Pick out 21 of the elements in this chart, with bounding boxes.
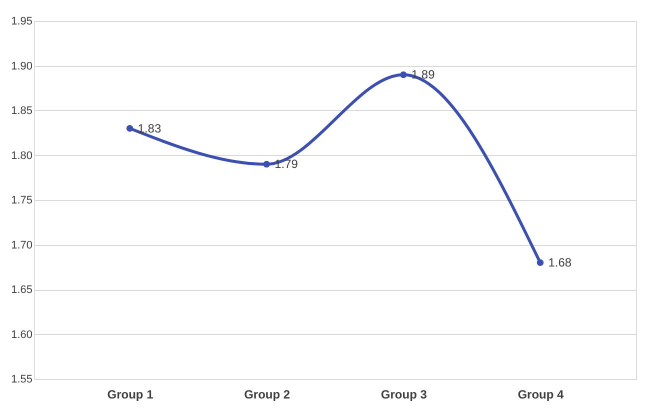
- y-tick-label: 1.90: [11, 60, 32, 72]
- point: [536, 259, 544, 266]
- x-tick-label: Group 2: [244, 388, 290, 402]
- point: [263, 160, 270, 168]
- y-tick-label: 1.55: [11, 374, 32, 386]
- x-tick-label: Group 1: [107, 388, 154, 402]
- x-tick-label: Group 3: [380, 388, 428, 402]
- y-tick-label: 1.75: [11, 194, 32, 206]
- y-tick-label: 1.70: [11, 239, 32, 252]
- y-tick-label: 1.60: [11, 328, 32, 341]
- y-tick-label: 1.65: [11, 284, 32, 296]
- point: [126, 125, 134, 132]
- data-label: 1.68: [548, 256, 572, 270]
- data-label: 1.83: [138, 121, 162, 136]
- data-label: 1.79: [274, 157, 298, 172]
- y-tick-label: 1.80: [11, 150, 32, 162]
- data-label: 1.89: [411, 68, 436, 82]
- point: [400, 71, 407, 78]
- y-tick-label: 1.95: [11, 16, 32, 28]
- y-tick-label: 1.85: [11, 105, 32, 117]
- x-tick-label: Group 4: [518, 388, 564, 402]
